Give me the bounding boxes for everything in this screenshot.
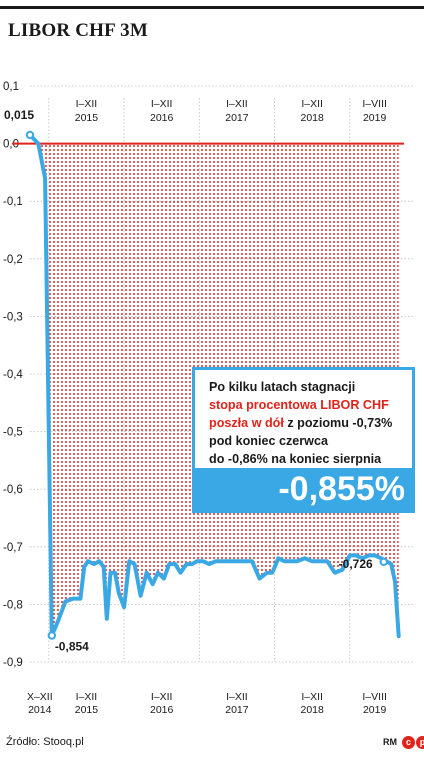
annotation-point bbox=[47, 631, 57, 640]
bottom-label-year: 2014 bbox=[28, 704, 52, 716]
annotation-point bbox=[379, 557, 388, 566]
callout-line3-red: poszła w dół bbox=[209, 416, 284, 430]
top-label-year: 2016 bbox=[150, 112, 174, 124]
top-label-year: 2017 bbox=[225, 112, 249, 124]
top-label-period: I–VIII bbox=[362, 98, 387, 110]
y-tick-label: -0,1 bbox=[3, 196, 23, 208]
y-tick-label: -0,9 bbox=[3, 657, 23, 669]
series-line bbox=[28, 133, 401, 639]
y-tick-label: -0,4 bbox=[3, 369, 23, 381]
callout-text: Po kilku latach stagnacji stopa procento… bbox=[195, 370, 412, 468]
callout-line2: stopa procentowa LIBOR CHF bbox=[209, 398, 389, 412]
logo-p-icon: p bbox=[416, 735, 424, 749]
callout-value: -0,855% bbox=[278, 470, 405, 508]
callout-line5: do -0,86% na koniec sierpnia bbox=[209, 452, 382, 466]
top-label-year: 2015 bbox=[75, 112, 99, 124]
bottom-label-period: X–XII bbox=[27, 691, 53, 703]
callout-box: Po kilku latach stagnacji stopa procento… bbox=[192, 367, 415, 513]
callout-line3-rest: z poziomu -0,73% bbox=[283, 416, 393, 430]
bottom-label-period: I–XII bbox=[301, 691, 323, 703]
y-tick-label: 0,0 bbox=[3, 139, 19, 151]
top-label-period: I–XII bbox=[76, 98, 98, 110]
annotation-label: -0,726 bbox=[339, 557, 373, 571]
top-label-year: 2019 bbox=[363, 112, 387, 124]
bottom-label-year: 2019 bbox=[363, 704, 387, 716]
bottom-label-year: 2016 bbox=[150, 704, 174, 716]
top-label-period: I–XII bbox=[151, 98, 173, 110]
top-label-period: I–XII bbox=[301, 98, 323, 110]
y-tick-label: -0,7 bbox=[3, 542, 23, 554]
y-tick-label: -0,5 bbox=[3, 427, 23, 439]
logo-rm: RM bbox=[383, 737, 397, 747]
bottom-label-period: I–XII bbox=[151, 691, 173, 703]
y-tick-label: -0,2 bbox=[3, 254, 23, 266]
top-rule bbox=[0, 6, 424, 9]
bottom-label-year: 2015 bbox=[75, 704, 99, 716]
callout-line1: Po kilku latach stagnacji bbox=[209, 380, 356, 394]
annotation-label: 0,015 bbox=[4, 108, 34, 122]
top-label-period: I–XII bbox=[226, 98, 248, 110]
publisher-logo: RM c p bbox=[383, 734, 424, 750]
bottom-label-period: I–VIII bbox=[362, 691, 387, 703]
logo-c-icon: c bbox=[402, 735, 415, 749]
annotation-point bbox=[25, 130, 35, 140]
y-tick-label: -0,6 bbox=[3, 484, 23, 496]
y-tick-label: 0,1 bbox=[3, 81, 19, 93]
bottom-label-year: 2017 bbox=[225, 704, 249, 716]
source-note: Źródło: Stooq.pl bbox=[6, 736, 84, 748]
chart-title: LIBOR CHF 3M bbox=[8, 20, 148, 41]
y-tick-label: -0,8 bbox=[3, 599, 23, 611]
bottom-label-period: I–XII bbox=[226, 691, 248, 703]
y-tick-label: -0,3 bbox=[3, 311, 23, 323]
bottom-label-year: 2018 bbox=[301, 704, 325, 716]
top-label-year: 2018 bbox=[301, 112, 325, 124]
annotation-label: -0,854 bbox=[55, 640, 89, 654]
bottom-label-period: I–XII bbox=[76, 691, 98, 703]
callout-line4: pod koniec czerwca bbox=[209, 434, 328, 448]
